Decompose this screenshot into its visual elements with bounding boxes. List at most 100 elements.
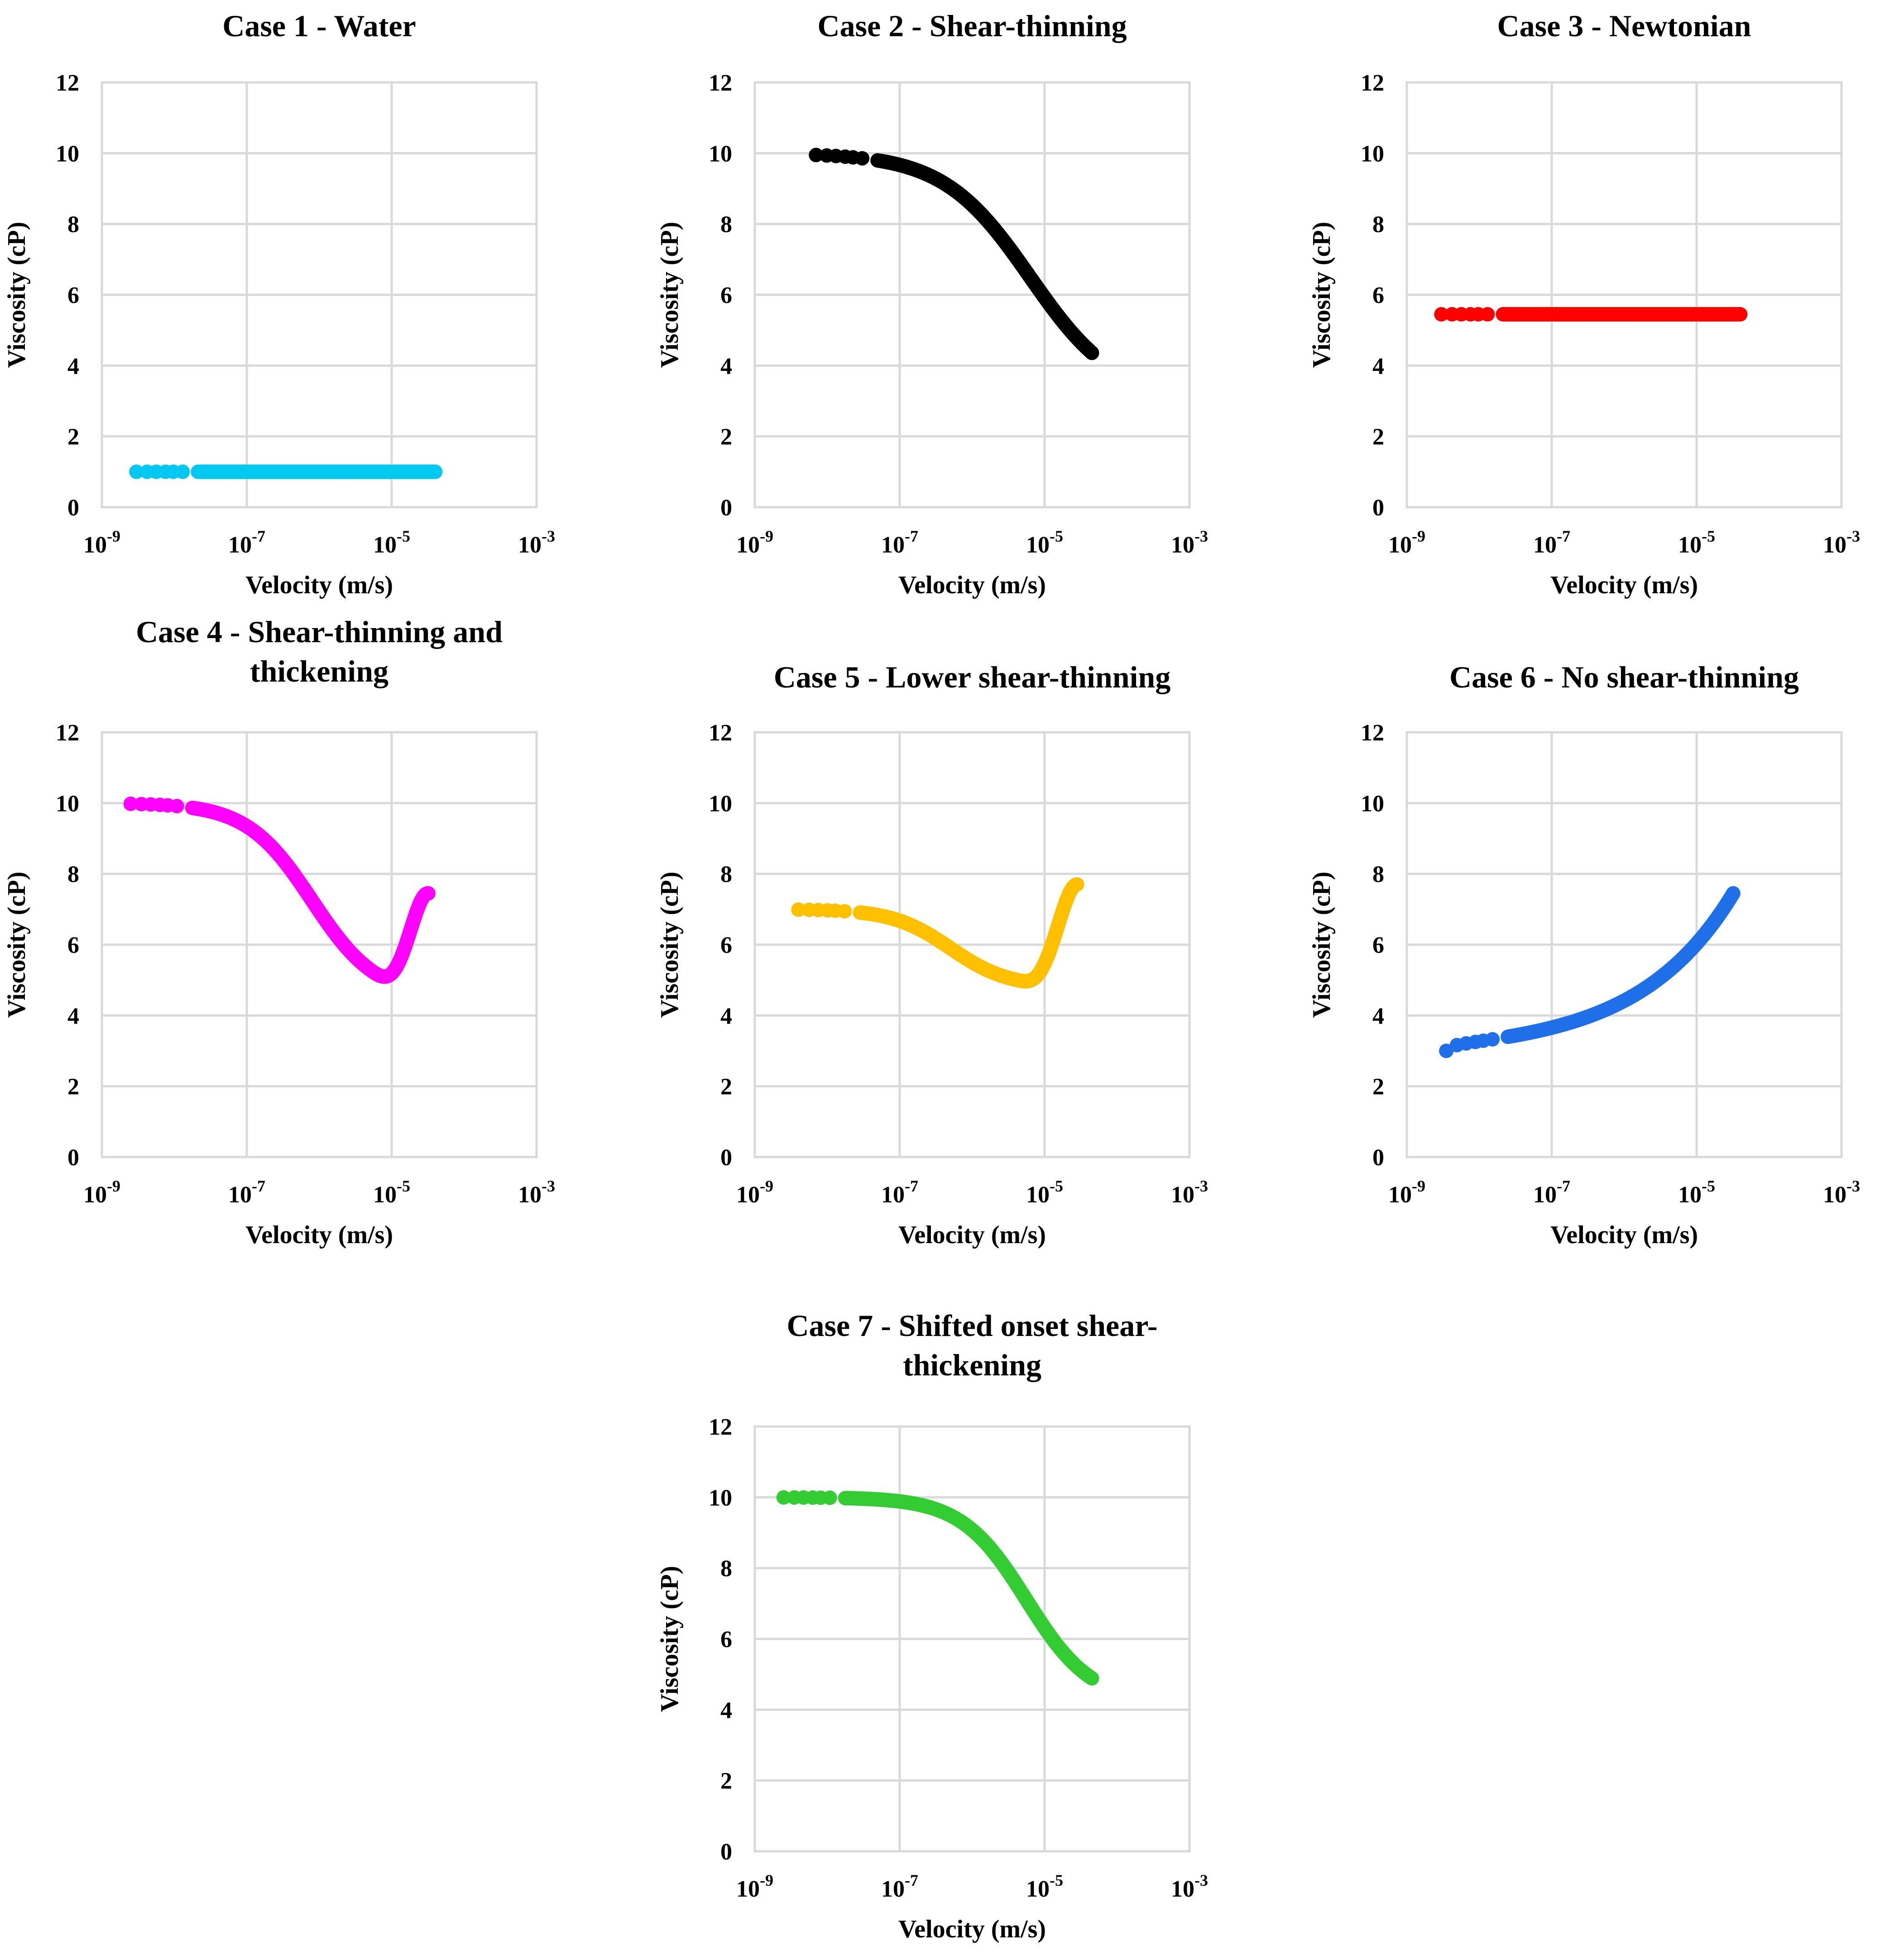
chart-case-6: Case 6 - No shear-thinning 0 2 4 6 8 10 12 10-9 1… bbox=[1308, 660, 1860, 1249]
y-tick-label: 4 bbox=[720, 1003, 732, 1029]
y-tick-label: 12 bbox=[1361, 70, 1384, 96]
y-tick-label: 8 bbox=[1372, 212, 1384, 238]
data-point bbox=[1434, 307, 1449, 322]
x-tick-label: 10-9 bbox=[83, 1177, 120, 1208]
y-tick-label: 12 bbox=[709, 1414, 732, 1440]
y-tick-label: 0 bbox=[67, 495, 79, 521]
y-tick-label: 8 bbox=[67, 212, 79, 238]
series-case-5 bbox=[791, 877, 1084, 989]
y-tick-label: 8 bbox=[720, 862, 732, 888]
x-tick-label: 10-5 bbox=[1026, 527, 1063, 558]
series-case-6 bbox=[1439, 886, 1741, 1058]
data-point bbox=[1084, 346, 1099, 360]
data-point bbox=[837, 904, 852, 919]
plot-area bbox=[1405, 731, 1843, 1158]
x-tick-label: 10-5 bbox=[1678, 1177, 1715, 1208]
data-point bbox=[1480, 307, 1495, 322]
y-tick-label: 4 bbox=[67, 1003, 79, 1029]
y-tick-label: 4 bbox=[1372, 353, 1384, 379]
y-tick-label: 0 bbox=[720, 495, 732, 521]
series-case-7 bbox=[776, 1490, 1099, 1686]
y-tick-label: 0 bbox=[720, 1145, 732, 1171]
x-axis-label: Velocity (m/s) bbox=[1550, 1221, 1698, 1249]
data-point bbox=[175, 464, 190, 479]
chart-title: thickening bbox=[250, 654, 388, 688]
y-tick-label: 4 bbox=[720, 1697, 732, 1723]
x-axis-label: Velocity (m/s) bbox=[898, 1221, 1046, 1249]
y-tick-label: 10 bbox=[56, 791, 79, 817]
y-axis-label: Viscosity (cP) bbox=[3, 872, 31, 1018]
plot-area bbox=[1405, 81, 1843, 509]
x-tick-label: 10-3 bbox=[518, 1177, 555, 1208]
y-axis-label: Viscosity (cP) bbox=[1308, 872, 1336, 1018]
data-point bbox=[1726, 886, 1741, 901]
y-axis-label: Viscosity (cP) bbox=[656, 1566, 684, 1712]
x-tick-label: 10-9 bbox=[1388, 1177, 1425, 1208]
chart-title: Case 2 - Shear-thinning bbox=[817, 9, 1127, 43]
series-case-3 bbox=[1434, 307, 1748, 322]
x-axis-label: Velocity (m/s) bbox=[1550, 571, 1698, 599]
x-axis-label: Velocity (m/s) bbox=[898, 1915, 1046, 1943]
y-tick-label: 4 bbox=[67, 353, 79, 379]
chart-title: thickening bbox=[903, 1348, 1041, 1382]
x-tick-label: 10-3 bbox=[518, 527, 555, 558]
x-tick-label: 10-9 bbox=[736, 1871, 773, 1902]
x-tick-label: 10-9 bbox=[736, 1177, 773, 1208]
data-point bbox=[855, 151, 870, 166]
y-tick-label: 10 bbox=[709, 791, 732, 817]
chart-case-1: Case 1 - Water 0 2 4 6 8 10 12 10-9 10-7 10-5 10-3 V… bbox=[3, 9, 555, 599]
data-point bbox=[1084, 1671, 1099, 1686]
y-tick-label: 12 bbox=[56, 720, 79, 746]
plot-area bbox=[753, 81, 1191, 509]
data-point bbox=[1485, 1032, 1500, 1047]
y-tick-label: 6 bbox=[720, 932, 732, 958]
y-axis-label: Viscosity (cP) bbox=[656, 222, 684, 368]
y-tick-label: 2 bbox=[67, 424, 79, 450]
y-tick-label: 10 bbox=[1361, 141, 1384, 167]
x-tick-label: 10-5 bbox=[373, 527, 410, 558]
chart-title: Case 3 - Newtonian bbox=[1497, 9, 1751, 43]
data-point bbox=[791, 902, 806, 917]
y-tick-label: 10 bbox=[709, 1485, 732, 1511]
y-tick-label: 6 bbox=[720, 283, 732, 308]
plot-area bbox=[753, 1425, 1191, 1853]
data-point bbox=[1733, 307, 1748, 322]
y-tick-label: 6 bbox=[1372, 932, 1384, 958]
x-tick-label: 10-7 bbox=[1533, 527, 1570, 558]
y-tick-label: 6 bbox=[1372, 283, 1384, 308]
y-tick-label: 10 bbox=[709, 141, 732, 167]
x-tick-label: 10-7 bbox=[1533, 1177, 1570, 1208]
y-axis-label: Viscosity (cP) bbox=[1308, 222, 1336, 368]
y-axis-label: Viscosity (cP) bbox=[3, 222, 31, 368]
y-tick-label: 12 bbox=[709, 720, 732, 746]
series-case-2 bbox=[809, 148, 1099, 360]
chart-title: Case 6 - No shear-thinning bbox=[1449, 660, 1799, 694]
chart-case-5: Case 5 - Lower shear-thinning 0 2 4 6 8 10 12 10… bbox=[656, 660, 1208, 1249]
y-tick-label: 6 bbox=[720, 1627, 732, 1653]
data-point bbox=[129, 464, 144, 479]
series-case-4 bbox=[123, 797, 436, 984]
chart-case-2: Case 2 - Shear-thinning 0 2 4 6 8 10 12 10-9 10-7… bbox=[656, 9, 1208, 599]
x-tick-label: 10-9 bbox=[83, 527, 120, 558]
series-case-1 bbox=[129, 464, 443, 479]
data-point bbox=[776, 1490, 791, 1505]
data-point bbox=[428, 464, 443, 479]
x-tick-label: 10-3 bbox=[1823, 527, 1860, 558]
y-tick-label: 0 bbox=[720, 1839, 732, 1865]
y-tick-label: 10 bbox=[1361, 791, 1384, 817]
x-tick-label: 10-3 bbox=[1171, 1871, 1208, 1902]
y-tick-label: 4 bbox=[1372, 1003, 1384, 1029]
y-tick-label: 8 bbox=[720, 1556, 732, 1582]
y-tick-label: 6 bbox=[67, 932, 79, 958]
data-point bbox=[822, 1490, 837, 1505]
y-tick-label: 2 bbox=[1372, 424, 1384, 450]
y-tick-label: 0 bbox=[67, 1145, 79, 1171]
x-tick-label: 10-5 bbox=[373, 1177, 410, 1208]
x-tick-label: 10-7 bbox=[881, 1177, 918, 1208]
y-tick-label: 8 bbox=[67, 862, 79, 888]
y-tick-label: 12 bbox=[56, 70, 79, 96]
y-tick-label: 10 bbox=[56, 141, 79, 167]
chart-title: Case 1 - Water bbox=[222, 9, 416, 43]
chart-title: Case 4 - Shear-thinning and bbox=[136, 615, 503, 649]
y-tick-label: 6 bbox=[67, 283, 79, 308]
